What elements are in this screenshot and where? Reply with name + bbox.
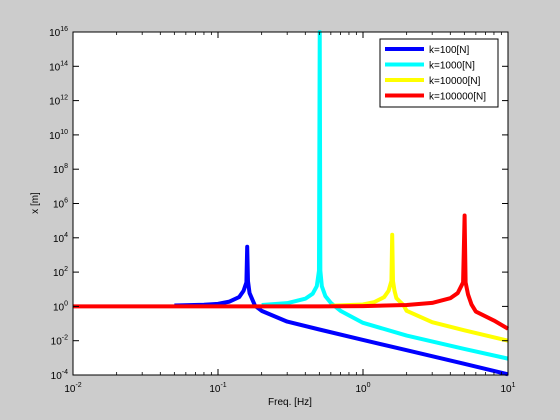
y-tick-label-9: 1012 [49,95,68,108]
y-tick-label-11: 1016 [49,26,68,39]
y-tick-label-8-text: 1010 [49,129,68,142]
x-tick-label-2-text: 10-1 [209,382,226,395]
y-tick-label-2-text: 10-2 [51,335,68,348]
y-tick-label-1: 10-4 [51,369,68,382]
y-tick-label-3-text: 100 [53,300,68,313]
x-tick-label-2: 10-1 [209,382,226,395]
series-line-4 [73,213,510,331]
y-tick-label-4-text: 102 [53,266,68,279]
legend-label-3: k=10000[N] [429,76,481,87]
legend-label-2: k=1000[N] [429,61,475,72]
x-axis-title: Freq. [Hz] [268,397,312,408]
y-tick-label-4: 102 [53,266,68,279]
x-tick-label-3: 100 [355,382,370,395]
tick-layer: 10-2 10-1 100 10110-410-2100102104106108101… [49,26,516,395]
y-tick-label-6-text: 106 [53,198,68,211]
y-tick-label-5: 104 [53,232,68,245]
y-tick-label-7-text: 108 [53,163,68,176]
y-tick-label-6: 106 [53,198,68,211]
legend-label-4: k=100000[N] [429,92,486,103]
y-tick-label-8: 1010 [49,129,68,142]
y-tick-label-10-text: 1014 [49,60,68,73]
y-tick-label-2: 10-2 [51,335,68,348]
legend-label-1: k=100[N] [429,45,470,56]
x-tick-label-4: 101 [500,382,515,395]
x-tick-label-1-text: 10-2 [64,382,81,395]
series-line-3 [330,232,509,343]
y-axis-title: x [m] [30,192,41,214]
y-tick-label-5-text: 104 [53,232,68,245]
y-tick-label-3: 100 [53,300,68,313]
series-line-1 [174,244,509,377]
y-tick-label-10: 1014 [49,60,68,73]
y-tick-label-7: 108 [53,163,68,176]
y-tick-label-11-text: 1016 [49,26,68,39]
series-layer [73,30,510,377]
legend: k=100[N] k=1000[N] k=10000[N] k=100000[N] [379,38,499,108]
x-tick-label-4-text: 101 [500,382,515,395]
series-line-2 [261,30,509,361]
y-tick-label-1-text: 10-4 [51,369,68,382]
y-tick-label-9-text: 1012 [49,95,68,108]
x-tick-label-3-text: 100 [355,382,370,395]
x-tick-label-1: 10-2 [64,382,81,395]
